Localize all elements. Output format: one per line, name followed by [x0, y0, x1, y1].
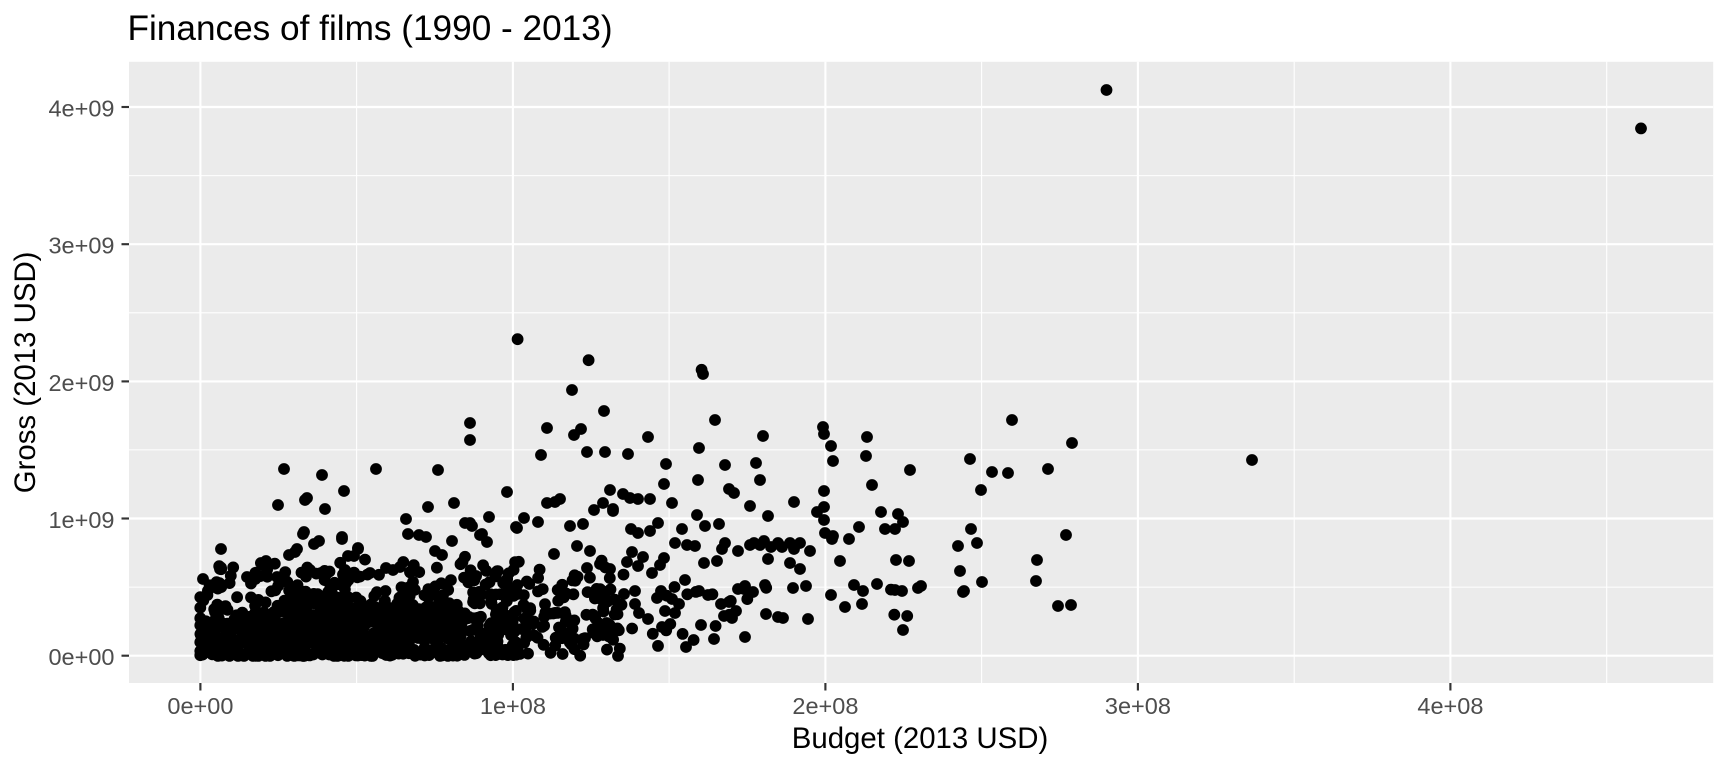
- svg-text:Budget (2013 USD): Budget (2013 USD): [792, 722, 1049, 755]
- svg-text:1e+08: 1e+08: [480, 693, 546, 719]
- svg-text:1e+09: 1e+09: [48, 507, 114, 533]
- svg-text:3e+08: 3e+08: [1105, 693, 1171, 719]
- svg-text:4e+09: 4e+09: [48, 96, 114, 122]
- svg-text:Finances of films (1990 - 2013: Finances of films (1990 - 2013): [128, 9, 613, 48]
- svg-text:2e+09: 2e+09: [48, 370, 114, 396]
- svg-text:Gross (2013 USD): Gross (2013 USD): [9, 252, 42, 494]
- svg-text:2e+08: 2e+08: [792, 693, 858, 719]
- svg-text:0e+00: 0e+00: [167, 693, 233, 719]
- svg-text:0e+00: 0e+00: [48, 644, 114, 670]
- svg-text:4e+08: 4e+08: [1417, 693, 1483, 719]
- svg-text:3e+09: 3e+09: [48, 233, 114, 259]
